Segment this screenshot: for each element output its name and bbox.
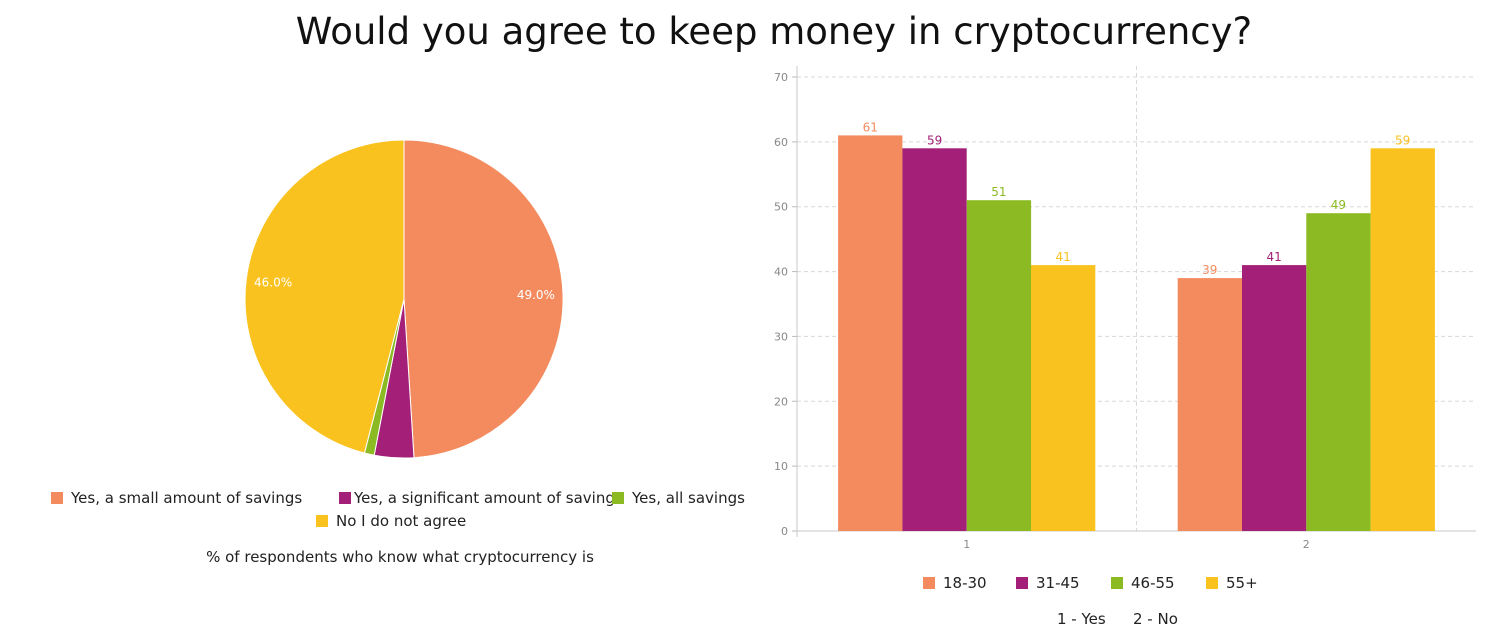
bar-legend-item-18-30[interactable]: 18-30 [923, 574, 987, 592]
pie-legend-item-significant-savings[interactable]: Yes, a significant amount of savings [339, 489, 623, 507]
legend-swatch [316, 515, 328, 527]
y-tick-label: 10 [774, 460, 788, 473]
chart-title: Would you agree to keep money in cryptoc… [295, 10, 1253, 53]
legend-swatch [339, 492, 351, 504]
category-note-yes: 1 - Yes [1057, 610, 1106, 628]
x-tick-label: 2 [1303, 538, 1310, 551]
legend-swatch [1016, 577, 1028, 589]
pie-caption: % of respondents who know what cryptocur… [206, 548, 594, 566]
bar-value-label: 41 [1056, 250, 1071, 264]
legend-label: Yes, a significant amount of savings [354, 489, 623, 507]
legend-label: No I do not agree [336, 512, 467, 530]
legend-swatch [612, 492, 624, 504]
pie-value-label: 49.0% [517, 288, 555, 302]
bar-legend-item-31-45[interactable]: 31-45 [1016, 574, 1080, 592]
bar-value-label: 51 [991, 185, 1006, 199]
bar-value-label: 59 [1395, 133, 1410, 147]
bar-value-label: 49 [1331, 198, 1346, 212]
y-tick-label: 40 [774, 266, 788, 279]
pie-legend-item-all-savings[interactable]: Yes, all savings [612, 489, 745, 507]
legend-swatch [51, 492, 63, 504]
pie-legend-item-small-savings[interactable]: Yes, a small amount of savings [51, 489, 302, 507]
y-tick-label: 70 [774, 71, 788, 84]
legend-swatch [1111, 577, 1123, 589]
x-tick-label: 1 [963, 538, 970, 551]
y-tick-label: 0 [781, 525, 788, 538]
bar-18-30-cat-1[interactable] [838, 135, 903, 531]
pie-legend-item-no[interactable]: No I do not agree [316, 512, 466, 530]
y-tick-label: 20 [774, 395, 788, 408]
legend-swatch [1206, 577, 1218, 589]
pie-slice-no[interactable] [244, 139, 405, 454]
bar-46-55-cat-2[interactable] [1306, 213, 1371, 531]
pie-value-label: 46.0% [254, 276, 292, 290]
legend-label: Yes, all savings [632, 489, 745, 507]
bar-legend-item-55plus[interactable]: 55+ [1206, 574, 1258, 592]
bar-55plus-cat-1[interactable] [1031, 265, 1096, 531]
legend-label: Yes, a small amount of savings [71, 489, 303, 507]
bar-55plus-cat-2[interactable] [1370, 148, 1435, 532]
bar-value-label: 39 [1202, 263, 1217, 277]
bar-legend-item-46-55[interactable]: 46-55 [1111, 574, 1175, 592]
bar-31-45-cat-2[interactable] [1242, 265, 1307, 531]
y-tick-label: 30 [774, 330, 788, 343]
bar-31-45-cat-1[interactable] [902, 148, 967, 532]
legend-label: 46-55 [1131, 574, 1175, 592]
category-note-no: 2 - No [1133, 610, 1178, 628]
bar-value-label: 59 [927, 133, 942, 147]
pie-slice-small-savings[interactable] [403, 139, 564, 459]
legend-label: 31-45 [1036, 574, 1080, 592]
legend-swatch [923, 577, 935, 589]
legend-label: 55+ [1226, 574, 1258, 592]
y-tick-label: 50 [774, 201, 788, 214]
bar-value-label: 61 [863, 120, 878, 134]
bar-value-label: 41 [1266, 250, 1281, 264]
bar-46-55-cat-1[interactable] [966, 200, 1032, 531]
legend-label: 18-30 [943, 574, 987, 592]
pie-chart: 49.0% 46.0% [244, 139, 564, 459]
bar-18-30-cat-2[interactable] [1177, 278, 1242, 531]
y-tick-label: 60 [774, 136, 788, 149]
